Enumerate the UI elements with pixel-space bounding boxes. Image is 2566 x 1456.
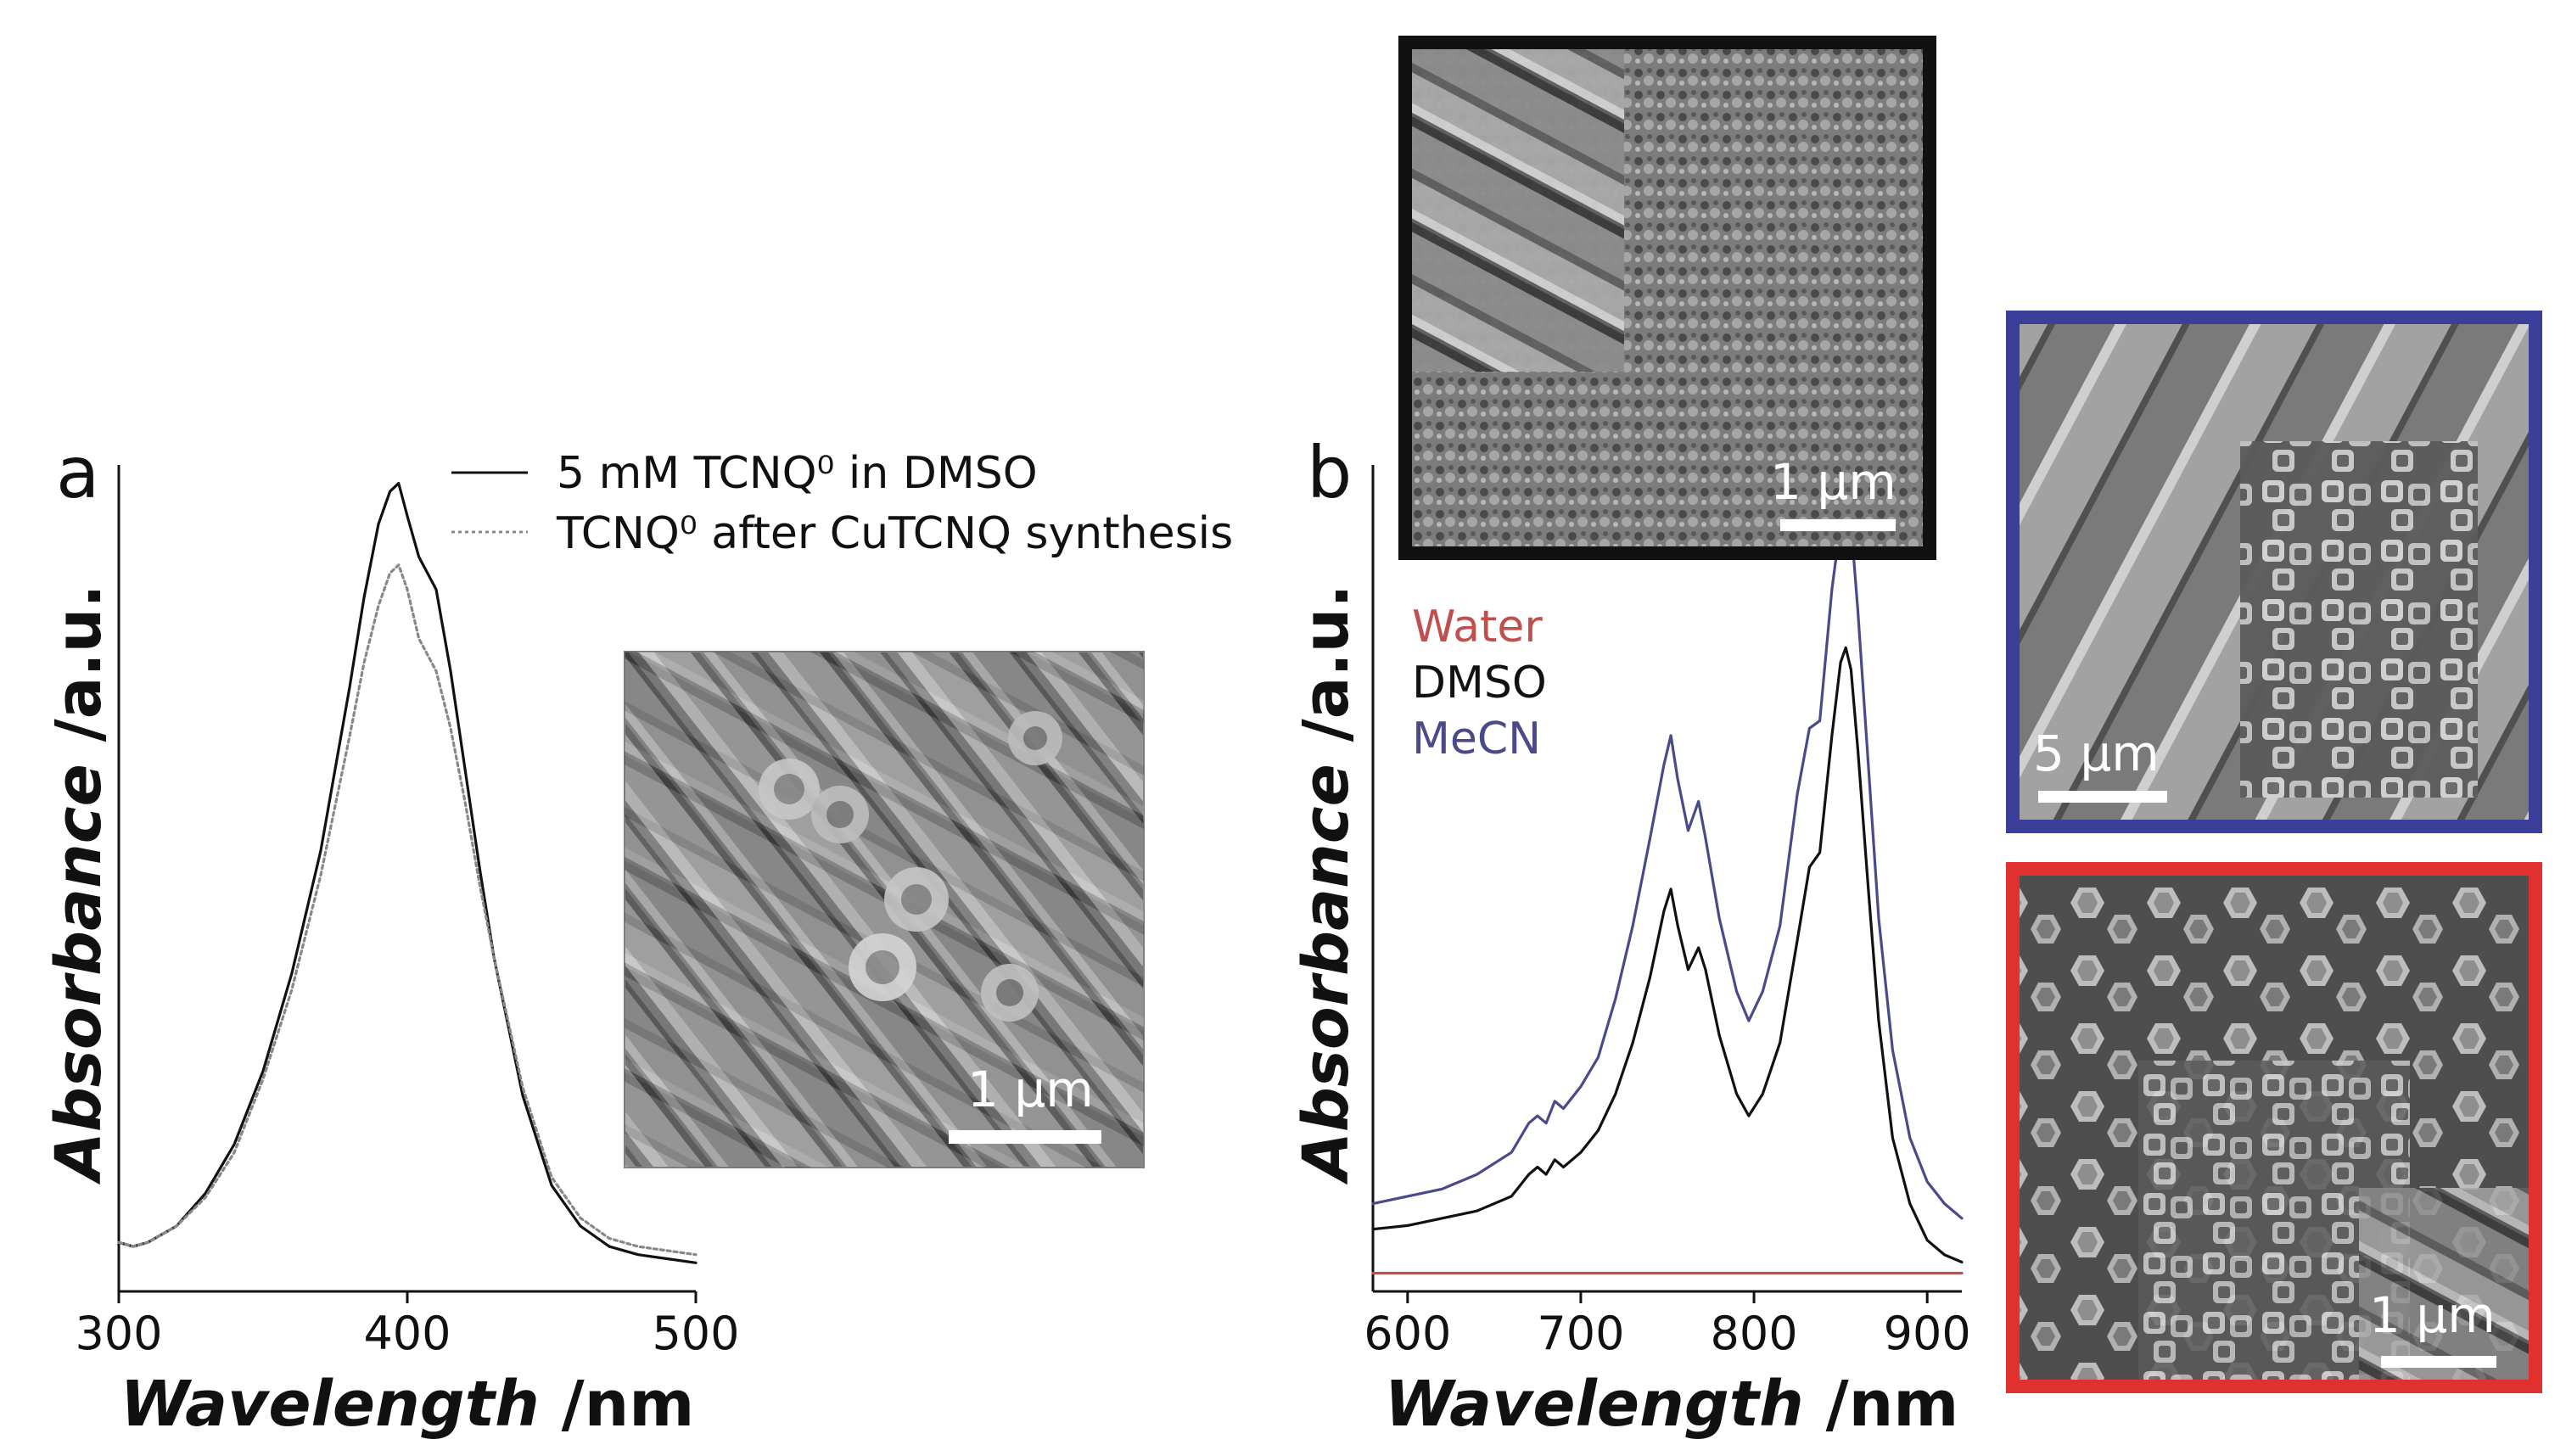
panel-b-y-axis-title: Absorbance /a.u. [1290, 585, 1363, 1185]
x-tick-label: 800 [1711, 1307, 1798, 1360]
panel-b-legend: Water DMSO MeCN [1412, 602, 1547, 764]
x-tick-label: 300 [75, 1307, 162, 1360]
legend-label-dmso-tcnq: 5 mM TCNQ⁰ in DMSO [557, 448, 1038, 499]
x-tick-label: 400 [363, 1307, 451, 1360]
series-line-dmso [1371, 646, 1964, 1264]
panel-a-y-axis-title: Absorbance /a.u. [42, 585, 115, 1185]
legend-label-dmso: DMSO [1412, 658, 1547, 708]
panel-a-ticks [117, 1291, 698, 1303]
panel-a-legend: 5 mM TCNQ⁰ in DMSO TCNQ⁰ after CuTCNQ sy… [451, 448, 1233, 559]
panel-a-letter: a [56, 431, 99, 514]
scale-bar-red [2381, 1356, 2496, 1368]
panel-a-sem-inset: 1 μm [624, 651, 1145, 1168]
legend-label-after-synthesis: TCNQ⁰ after CuTCNQ synthesis [556, 508, 1233, 559]
x-tick-label: 900 [1884, 1307, 1971, 1360]
panel-a-plot-lines [117, 481, 698, 1264]
scale-bar-black [1780, 519, 1896, 531]
scale-bar-label-black: 1 μm [1770, 453, 1896, 511]
panel-b-plot-lines [1371, 514, 1964, 1275]
scale-bar-label-blue: 5 μm [2033, 725, 2160, 782]
sem-inset-blue-frame: 5 μm [2006, 311, 2542, 833]
panel-b-x-axis-title: Wavelength /nm [1385, 1368, 1959, 1441]
series-line-tcnq-after-cutcnq-synthesis [117, 563, 698, 1257]
panel-a-tick-labels: 300 400 500 [75, 1307, 739, 1360]
panel-b-ticks [1406, 1291, 1929, 1303]
panel-b-tick-labels: 600 700 800 900 [1364, 1307, 1970, 1360]
scale-bar-a [949, 1130, 1101, 1144]
x-tick-label: 600 [1364, 1307, 1451, 1360]
scale-bar-blue [2038, 791, 2167, 803]
scale-bar-label-a: 1 μm [967, 1061, 1094, 1118]
legend-label-water: Water [1412, 602, 1543, 652]
sem-inset-black-frame: 1 μm [1398, 36, 1936, 560]
sem-inset-red-frame: 1 μm [2006, 862, 2542, 1393]
scale-bar-label-red: 1 μm [2369, 1286, 2496, 1344]
series-line-mecn [1371, 514, 1964, 1220]
panel-a-x-axis-title: Wavelength /nm [120, 1368, 695, 1441]
series-line-5-mm-tcnq-in-dmso [117, 481, 698, 1264]
panel-b-letter: b [1307, 431, 1352, 514]
x-tick-label: 500 [652, 1307, 739, 1360]
legend-label-mecn: MeCN [1412, 714, 1541, 764]
x-tick-label: 700 [1537, 1307, 1624, 1360]
